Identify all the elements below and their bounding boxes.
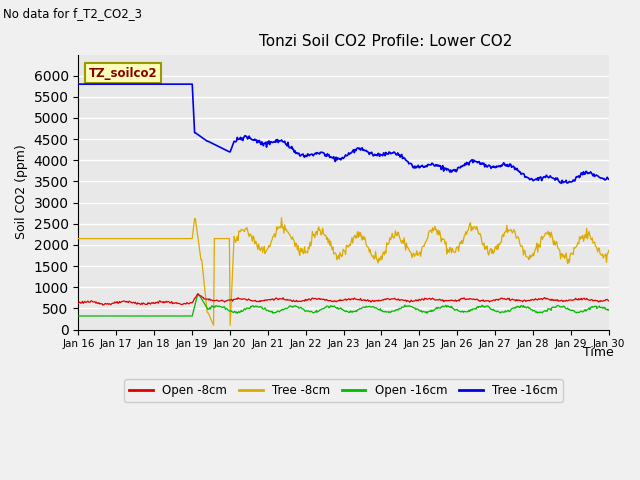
- Title: Tonzi Soil CO2 Profile: Lower CO2: Tonzi Soil CO2 Profile: Lower CO2: [259, 34, 513, 49]
- Text: TZ_soilco2: TZ_soilco2: [89, 67, 157, 80]
- Text: No data for f_T2_CO2_3: No data for f_T2_CO2_3: [3, 7, 142, 20]
- X-axis label: Time: Time: [584, 346, 614, 359]
- Legend: Open -8cm, Tree -8cm, Open -16cm, Tree -16cm: Open -8cm, Tree -8cm, Open -16cm, Tree -…: [124, 379, 563, 402]
- Y-axis label: Soil CO2 (ppm): Soil CO2 (ppm): [15, 144, 28, 240]
